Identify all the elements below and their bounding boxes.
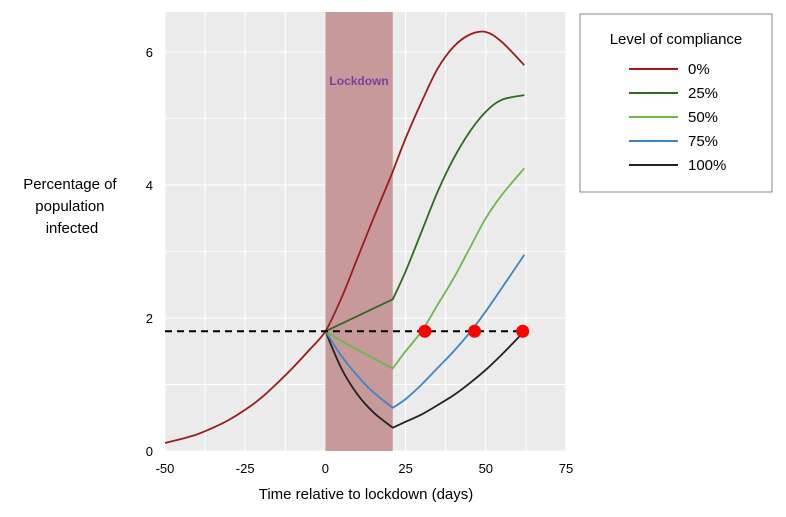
x-tick-label: 25 — [398, 461, 412, 476]
lockdown-band: Lockdown — [325, 12, 393, 451]
legend-label-100-pct: 100% — [688, 157, 726, 174]
series-line-75-pct — [324, 254, 526, 409]
x-tick-label: -50 — [156, 461, 175, 476]
legend: Level of compliance 0% 25% 50% 75% 100% — [579, 13, 773, 193]
legend-label-0-pct: 0% — [688, 61, 710, 78]
x-tick-labels: -50 -25 0 25 50 75 — [156, 461, 574, 476]
x-tick-label: 75 — [559, 461, 573, 476]
marker-point-1 — [418, 324, 432, 338]
x-tick-label: 50 — [479, 461, 493, 476]
series-line-100-pct — [324, 330, 525, 429]
y-tick-label: 2 — [146, 311, 153, 326]
series-line-25-pct — [325, 94, 525, 333]
y-tick-label: 6 — [146, 45, 153, 60]
x-tick-label: -25 — [236, 461, 255, 476]
legend-label-25-pct: 25% — [688, 85, 718, 102]
marker-point-3 — [516, 324, 530, 338]
y-axis-title: Percentage of population infected — [23, 176, 121, 237]
y-tick-label: 0 — [146, 444, 153, 459]
x-axis-title: Time relative to lockdown (days) — [259, 486, 474, 503]
y-axis-title-line-2: population — [35, 198, 104, 215]
lockdown-label: Lockdown — [329, 74, 388, 88]
legend-box — [579, 13, 773, 193]
x-tick-label: 0 — [322, 461, 329, 476]
y-axis-title-line-3: infected — [46, 220, 99, 237]
y-tick-labels: 0 2 4 6 — [146, 45, 153, 459]
legend-label-50-pct: 50% — [688, 109, 718, 126]
marker-points — [418, 324, 530, 338]
y-tick-label: 4 — [146, 178, 153, 193]
legend-items: 0% 25% 50% 75% 100% — [629, 61, 726, 174]
y-axis-title-line-1: Percentage of — [23, 176, 117, 193]
series-lines — [164, 30, 526, 444]
series-line-0-pct — [164, 30, 525, 444]
legend-title: Level of compliance — [610, 31, 743, 48]
marker-point-2 — [468, 324, 482, 338]
series-line-50-pct — [324, 167, 525, 370]
legend-label-75-pct: 75% — [688, 133, 718, 150]
